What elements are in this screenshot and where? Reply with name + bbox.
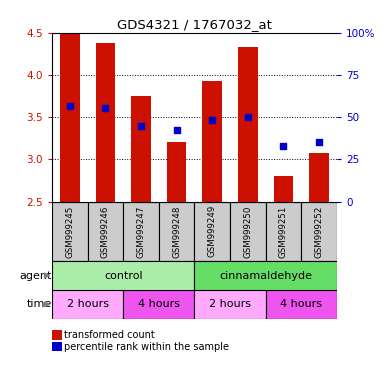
Bar bbox=[266, 290, 337, 319]
Point bbox=[316, 139, 322, 145]
Bar bbox=[274, 176, 293, 202]
Bar bbox=[88, 202, 123, 261]
Point bbox=[174, 127, 180, 133]
Text: 4 hours: 4 hours bbox=[138, 299, 180, 310]
Text: control: control bbox=[104, 270, 142, 281]
Text: GSM999251: GSM999251 bbox=[279, 205, 288, 258]
Bar bbox=[52, 202, 88, 261]
Point bbox=[280, 143, 286, 149]
Text: GSM999248: GSM999248 bbox=[172, 205, 181, 258]
Bar bbox=[60, 33, 80, 202]
Bar bbox=[194, 261, 337, 290]
Text: cinnamaldehyde: cinnamaldehyde bbox=[219, 270, 312, 281]
Bar bbox=[238, 47, 258, 202]
Point bbox=[245, 114, 251, 120]
Text: percentile rank within the sample: percentile rank within the sample bbox=[64, 342, 229, 352]
Bar bbox=[309, 152, 329, 202]
Bar bbox=[230, 202, 266, 261]
Point bbox=[67, 103, 73, 109]
Text: 4 hours: 4 hours bbox=[280, 299, 322, 310]
Text: GSM999249: GSM999249 bbox=[208, 205, 217, 258]
Bar bbox=[52, 290, 123, 319]
Bar bbox=[203, 81, 222, 202]
Text: GSM999245: GSM999245 bbox=[65, 205, 74, 258]
Text: GSM999252: GSM999252 bbox=[315, 205, 323, 258]
Bar bbox=[194, 202, 230, 261]
Bar bbox=[194, 290, 266, 319]
Text: agent: agent bbox=[20, 270, 52, 281]
Bar bbox=[95, 43, 115, 202]
Bar bbox=[52, 261, 194, 290]
Point bbox=[102, 105, 109, 111]
Title: GDS4321 / 1767032_at: GDS4321 / 1767032_at bbox=[117, 18, 272, 31]
Bar bbox=[167, 142, 186, 202]
Bar bbox=[266, 202, 301, 261]
Point bbox=[209, 117, 215, 123]
Text: GSM999250: GSM999250 bbox=[243, 205, 252, 258]
Text: GSM999247: GSM999247 bbox=[137, 205, 146, 258]
Text: time: time bbox=[27, 299, 52, 310]
Point bbox=[138, 122, 144, 129]
Text: 2 hours: 2 hours bbox=[67, 299, 109, 310]
Text: transformed count: transformed count bbox=[64, 330, 154, 340]
Bar bbox=[123, 202, 159, 261]
Bar bbox=[301, 202, 337, 261]
Bar bbox=[123, 290, 194, 319]
Text: 2 hours: 2 hours bbox=[209, 299, 251, 310]
Text: GSM999246: GSM999246 bbox=[101, 205, 110, 258]
Bar bbox=[159, 202, 194, 261]
Bar bbox=[131, 96, 151, 202]
